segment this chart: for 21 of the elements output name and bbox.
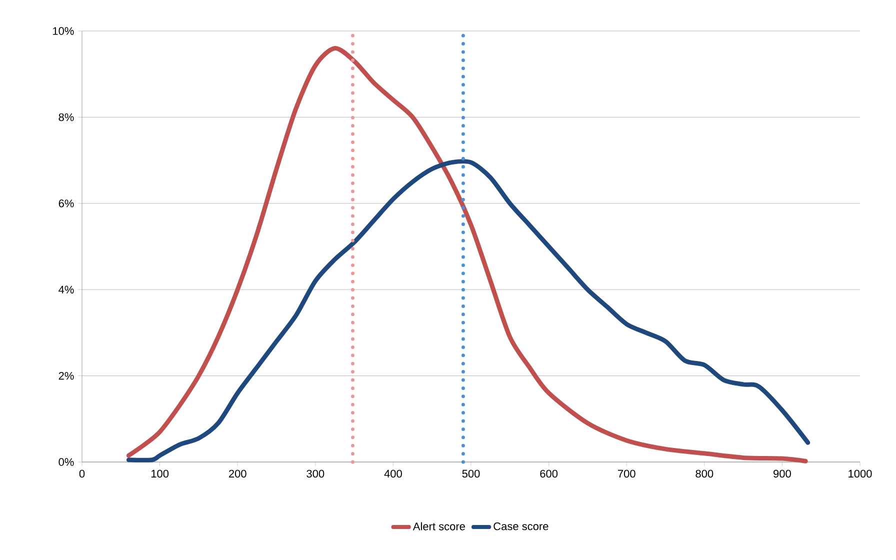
x-tick-label: 400 [384,470,402,478]
x-tick-label: 100 [151,470,169,478]
line-series [126,159,810,462]
x-tick-label: 0 [79,470,85,478]
x-tick-label: 1000 [848,470,872,478]
legend-label: Case score [494,522,548,530]
x-tick-label: 200 [228,470,246,478]
y-tick-label: 0% [58,458,74,466]
legend-label: Alert score [412,522,465,530]
y-tick-label: 10% [53,27,74,35]
x-tick-label: 600 [540,470,558,478]
x-tick-label: 800 [696,470,714,478]
x-tick-label: 500 [462,470,480,478]
y-tick-label: 8% [58,113,74,122]
y-tick-label: 6% [58,200,74,208]
y-tick-label: 4% [58,286,74,294]
x-tick-label: 700 [618,470,636,478]
x-tick-label: 900 [774,470,791,478]
y-tick-label: 2% [58,372,74,380]
line-series [126,46,808,464]
x-tick-label: 300 [306,470,324,478]
